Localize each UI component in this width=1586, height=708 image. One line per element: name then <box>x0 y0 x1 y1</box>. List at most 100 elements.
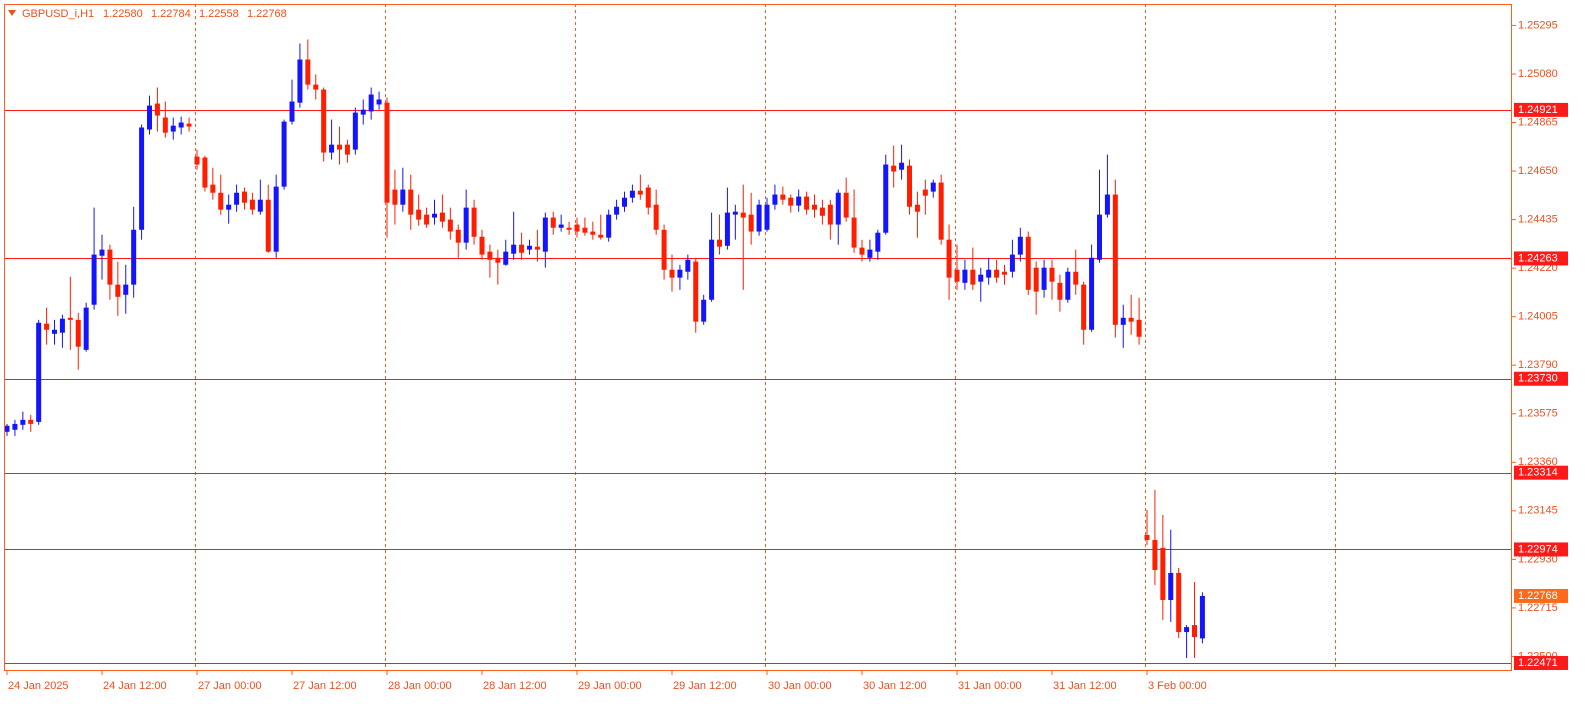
candle-body <box>329 144 335 153</box>
candle-body <box>1017 236 1023 255</box>
candle-body <box>661 229 667 270</box>
candle-body <box>44 323 50 330</box>
chart-title: GBPUSD_i,H1 <box>22 8 94 20</box>
candle-body <box>59 318 65 333</box>
candle-body <box>986 269 992 278</box>
candle-body <box>384 102 390 203</box>
candle-body <box>962 269 968 283</box>
candle-body <box>629 190 635 198</box>
candle-body <box>1144 534 1150 540</box>
x-tick-label: 27 Jan 00:00 <box>198 680 262 692</box>
candle-body <box>123 284 129 295</box>
y-tick-label: 1.24435 <box>1518 214 1558 226</box>
candle-body <box>392 189 398 205</box>
x-tick-label: 28 Jan 00:00 <box>388 680 452 692</box>
candle-body <box>709 239 715 300</box>
candle-body <box>249 199 255 210</box>
candle-body <box>67 317 73 320</box>
candle-body <box>558 224 564 228</box>
candle-body <box>131 229 137 285</box>
candle-body <box>796 196 802 206</box>
plot-frame <box>4 4 1512 671</box>
candle-body <box>527 245 532 250</box>
candle-body <box>542 217 548 252</box>
level-label: 1.24263 <box>1518 252 1558 264</box>
candle-body <box>305 59 311 85</box>
candle-body <box>52 329 57 334</box>
candle-body <box>978 274 984 282</box>
candle-body <box>1120 317 1126 325</box>
candle-body <box>1199 595 1205 639</box>
x-tick-label: 29 Jan 12:00 <box>673 680 737 692</box>
candle-body <box>748 214 754 232</box>
y-tick-label: 1.25295 <box>1518 19 1558 31</box>
candle-body <box>740 212 746 218</box>
candle-body <box>859 247 865 255</box>
candle-body <box>495 257 501 263</box>
level-box <box>1514 102 1568 117</box>
y-tick-label: 1.25080 <box>1518 68 1558 80</box>
level-label: 1.23730 <box>1518 373 1558 385</box>
candle-body <box>930 182 936 192</box>
candle-body <box>1136 319 1142 337</box>
level-box <box>1514 251 1568 266</box>
candle-body <box>99 249 105 256</box>
candle-body <box>645 187 651 208</box>
candle-body <box>780 194 786 200</box>
candle-body <box>1104 194 1110 215</box>
candle-body <box>202 157 208 188</box>
candle-body <box>289 101 295 122</box>
candle-body <box>717 239 722 247</box>
candle-body <box>115 284 121 297</box>
candle-body <box>1009 254 1015 272</box>
candle-body <box>685 259 691 272</box>
candle-body <box>669 269 675 278</box>
y-tick-label: 1.23145 <box>1518 505 1558 517</box>
candle-body <box>218 192 224 210</box>
candle-body <box>899 162 905 170</box>
candle-body <box>139 127 145 230</box>
level-label: 1.23314 <box>1518 467 1558 479</box>
level-label: 1.22974 <box>1518 543 1558 555</box>
candle-body <box>851 217 857 248</box>
candle-layer <box>4 39 1205 659</box>
candle-body <box>1168 572 1174 601</box>
candle-body <box>265 199 271 252</box>
candle-body <box>598 234 604 238</box>
candle-body <box>321 89 327 153</box>
candle-body <box>1002 271 1007 275</box>
candle-body <box>827 204 833 225</box>
candle-body <box>970 269 976 285</box>
candle-body <box>1176 572 1182 633</box>
candle-body <box>226 204 232 210</box>
candle-body <box>756 204 762 232</box>
x-tick-label: 24 Jan 2025 <box>8 680 69 692</box>
candle-body <box>1097 214 1102 260</box>
y-tick-label: 1.22715 <box>1518 602 1558 614</box>
candle-body <box>503 251 509 265</box>
candle-body <box>914 204 920 212</box>
candle-body <box>954 269 960 282</box>
candle-body <box>1065 271 1071 300</box>
candle-body <box>344 144 350 155</box>
candle-body <box>677 269 683 278</box>
candle-body <box>479 236 485 255</box>
candle-body <box>297 59 303 103</box>
candle-body <box>257 199 263 212</box>
candle-body <box>4 425 10 432</box>
candle-body <box>424 214 430 225</box>
level-label: 1.24921 <box>1518 104 1558 116</box>
candle-body <box>907 165 912 207</box>
candle-body <box>622 197 627 207</box>
candle-body <box>1057 282 1063 300</box>
candle-body <box>590 231 596 235</box>
header-open: 1.22580 <box>103 8 143 20</box>
candle-body <box>1184 627 1190 633</box>
candle-body <box>273 186 279 252</box>
x-tick-label: 30 Jan 00:00 <box>768 680 832 692</box>
candle-body <box>1160 547 1166 601</box>
candle-body <box>788 197 794 206</box>
candle-body <box>194 156 200 165</box>
candle-body <box>439 212 445 222</box>
candle-body <box>1049 267 1055 282</box>
